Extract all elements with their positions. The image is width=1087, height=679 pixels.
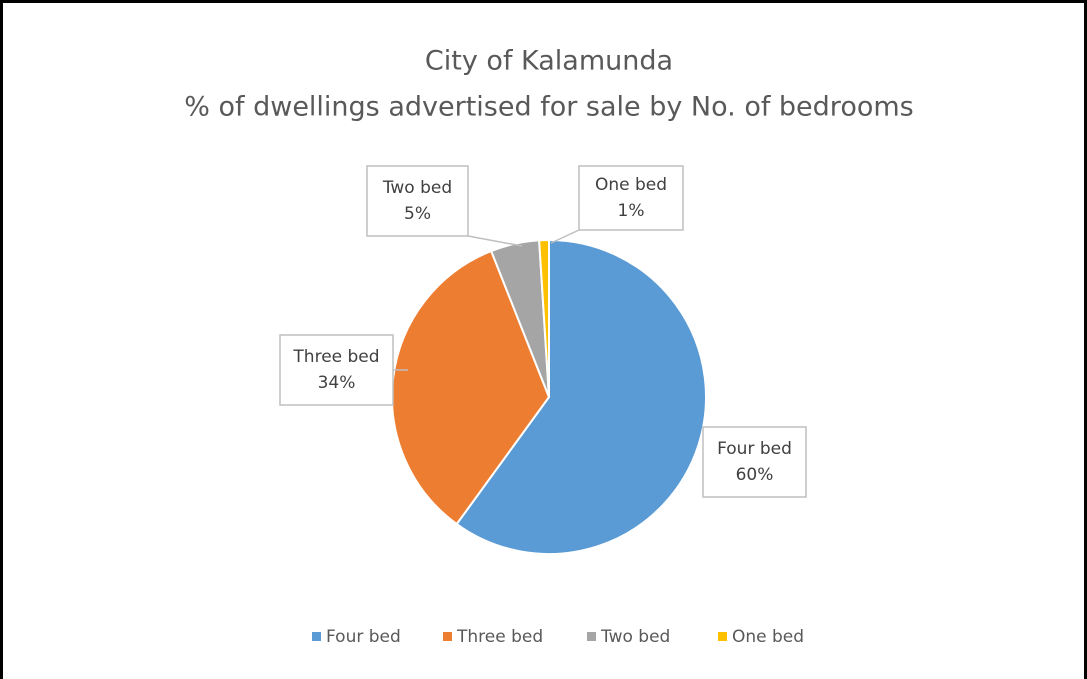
legend-label: One bed <box>732 627 804 647</box>
chart-subtitle: % of dwellings advertised for sale by No… <box>184 92 913 123</box>
data-label-category: Two bed <box>382 178 452 198</box>
legend-swatch <box>312 632 321 641</box>
leader-line <box>550 229 580 244</box>
legend-swatch <box>443 632 452 641</box>
legend-label: Four bed <box>326 627 401 647</box>
data-label-value: 60% <box>736 465 774 485</box>
data-label-value: 1% <box>618 201 645 221</box>
data-label-category: One bed <box>595 175 667 195</box>
data-label-box <box>702 426 807 498</box>
data-label-box <box>366 165 469 237</box>
data-label-category: Four bed <box>717 439 792 459</box>
data-label-value: 5% <box>404 204 431 224</box>
chart-title: City of Kalamunda <box>425 46 673 77</box>
data-label-category: Three bed <box>292 347 379 367</box>
legend-label: Three bed <box>456 627 543 647</box>
legend-label: Two bed <box>600 627 670 647</box>
pie-slice <box>455 238 707 555</box>
legend-swatch <box>587 632 596 641</box>
leader-line <box>467 235 523 247</box>
legend-swatch <box>718 632 727 641</box>
data-label-value: 34% <box>318 373 356 393</box>
pie-slice <box>538 238 550 398</box>
data-label-box <box>279 334 394 406</box>
data-label-box <box>578 165 684 231</box>
